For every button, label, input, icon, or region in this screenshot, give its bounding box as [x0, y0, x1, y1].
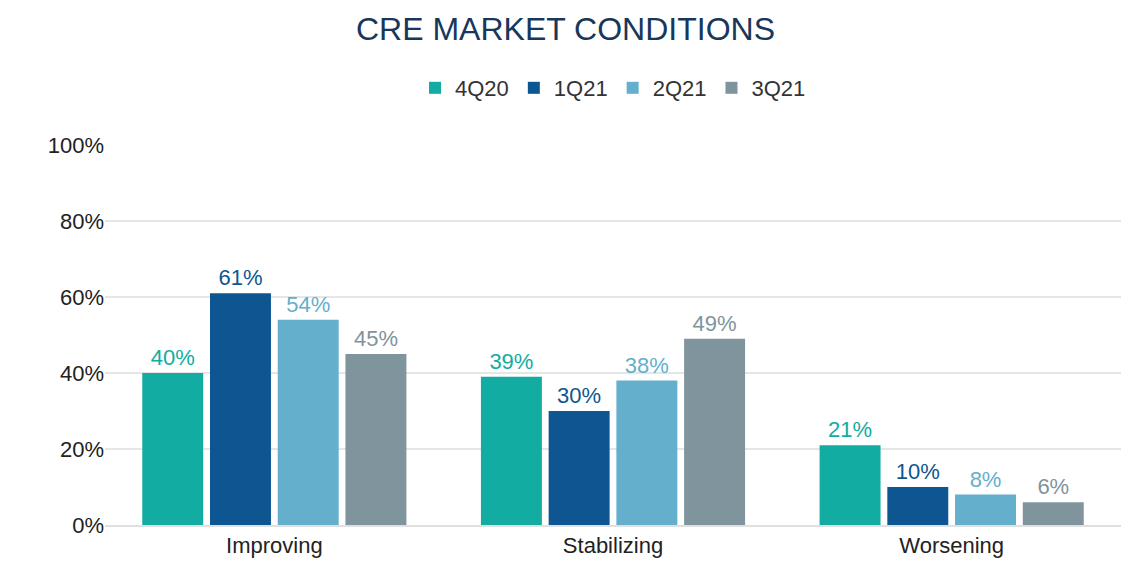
- svg-text:10%: 10%: [896, 459, 940, 484]
- svg-text:1Q21: 1Q21: [554, 76, 608, 101]
- svg-text:54%: 54%: [286, 292, 330, 317]
- svg-text:8%: 8%: [970, 467, 1002, 492]
- svg-text:40%: 40%: [151, 345, 195, 370]
- svg-text:40%: 40%: [60, 361, 104, 386]
- svg-text:Improving: Improving: [226, 533, 323, 558]
- svg-text:20%: 20%: [60, 437, 104, 462]
- svg-text:100%: 100%: [48, 133, 104, 158]
- svg-text:Worsening: Worsening: [899, 533, 1004, 558]
- svg-text:38%: 38%: [625, 353, 669, 378]
- svg-text:39%: 39%: [489, 349, 533, 374]
- svg-text:21%: 21%: [828, 417, 872, 442]
- svg-text:80%: 80%: [60, 209, 104, 234]
- svg-text:6%: 6%: [1037, 474, 1069, 499]
- svg-text:Stabilizing: Stabilizing: [563, 533, 663, 558]
- svg-text:3Q21: 3Q21: [751, 76, 805, 101]
- svg-text:49%: 49%: [693, 311, 737, 336]
- svg-text:2Q21: 2Q21: [653, 76, 707, 101]
- svg-text:0%: 0%: [72, 513, 104, 538]
- svg-text:60%: 60%: [60, 285, 104, 310]
- svg-text:45%: 45%: [354, 326, 398, 351]
- svg-text:30%: 30%: [557, 383, 601, 408]
- svg-text:CRE MARKET CONDITIONS: CRE MARKET CONDITIONS: [356, 11, 775, 47]
- svg-text:61%: 61%: [218, 265, 262, 290]
- svg-text:4Q20: 4Q20: [455, 76, 509, 101]
